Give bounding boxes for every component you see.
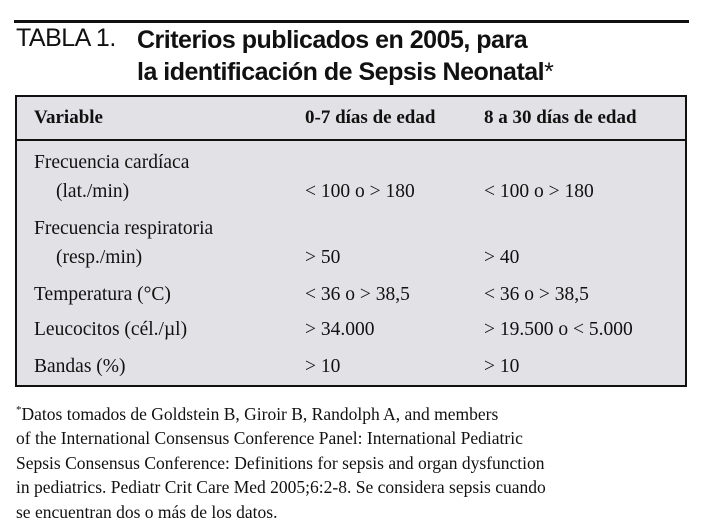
unit: (lat./min): [56, 181, 130, 202]
header-8-30-days: 8 a 30 días de edad: [484, 107, 637, 128]
title-line-2-text: la identificación de Sepsis Neonatal: [137, 58, 545, 86]
variable: Frecuencia cardíaca: [34, 152, 190, 173]
value-8-30: > 19.500 o < 5.000: [484, 319, 633, 340]
footnote: *Datos tomados de Goldstein B, Giroir B,…: [16, 398, 696, 524]
value-8-30: > 40: [484, 247, 520, 268]
value-0-7: < 100 o > 180: [305, 181, 415, 202]
value-0-7: > 34.000: [305, 319, 375, 340]
variable: Temperatura (°C): [34, 284, 171, 305]
top-rule: [14, 20, 689, 23]
header-0-7-days: 0-7 días de edad: [305, 107, 436, 128]
title-line-2: la identificación de Sepsis Neonatal*: [137, 56, 554, 88]
footnote-line: of the International Consensus Conferenc…: [16, 428, 523, 449]
value-8-30: > 10: [484, 356, 520, 377]
footnote-line: Sepsis Consensus Conference: Definitions…: [16, 452, 545, 473]
value-0-7: > 10: [305, 356, 341, 377]
footnote-line: in pediatrics. Pediatr Crit Care Med 200…: [16, 477, 546, 498]
value-8-30: < 36 o > 38,5: [484, 284, 589, 305]
footnote-line: *Datos tomados de Goldstein B, Giroir B,…: [16, 398, 696, 426]
footnote-text: Datos tomados de Goldstein B, Giroir B, …: [21, 403, 499, 424]
value-8-30: < 100 o > 180: [484, 181, 594, 202]
value-0-7: > 50: [305, 247, 341, 268]
variable: Leucocitos (cél./µl): [34, 319, 188, 340]
value-0-7: < 36 o > 38,5: [305, 284, 410, 305]
title-marker: *: [544, 58, 554, 86]
criteria-table: Variable 0-7 días de edad 8 a 30 días de…: [15, 95, 687, 387]
footnote-line: se encuentran dos o más de los datos.: [16, 501, 278, 522]
table-label: TABLA 1.: [16, 24, 116, 52]
title-line-1: Criterios publicados en 2005, para: [137, 26, 528, 54]
variable: Bandas (%): [34, 356, 126, 377]
table-header: Variable 0-7 días de edad 8 a 30 días de…: [17, 97, 685, 141]
footnote-marker: *: [16, 404, 22, 416]
unit: (resp./min): [56, 247, 143, 268]
table-title: Criterios publicados en 2005, para la id…: [137, 24, 554, 88]
variable: Frecuencia respiratoria: [34, 218, 214, 239]
header-variable: Variable: [34, 107, 103, 128]
